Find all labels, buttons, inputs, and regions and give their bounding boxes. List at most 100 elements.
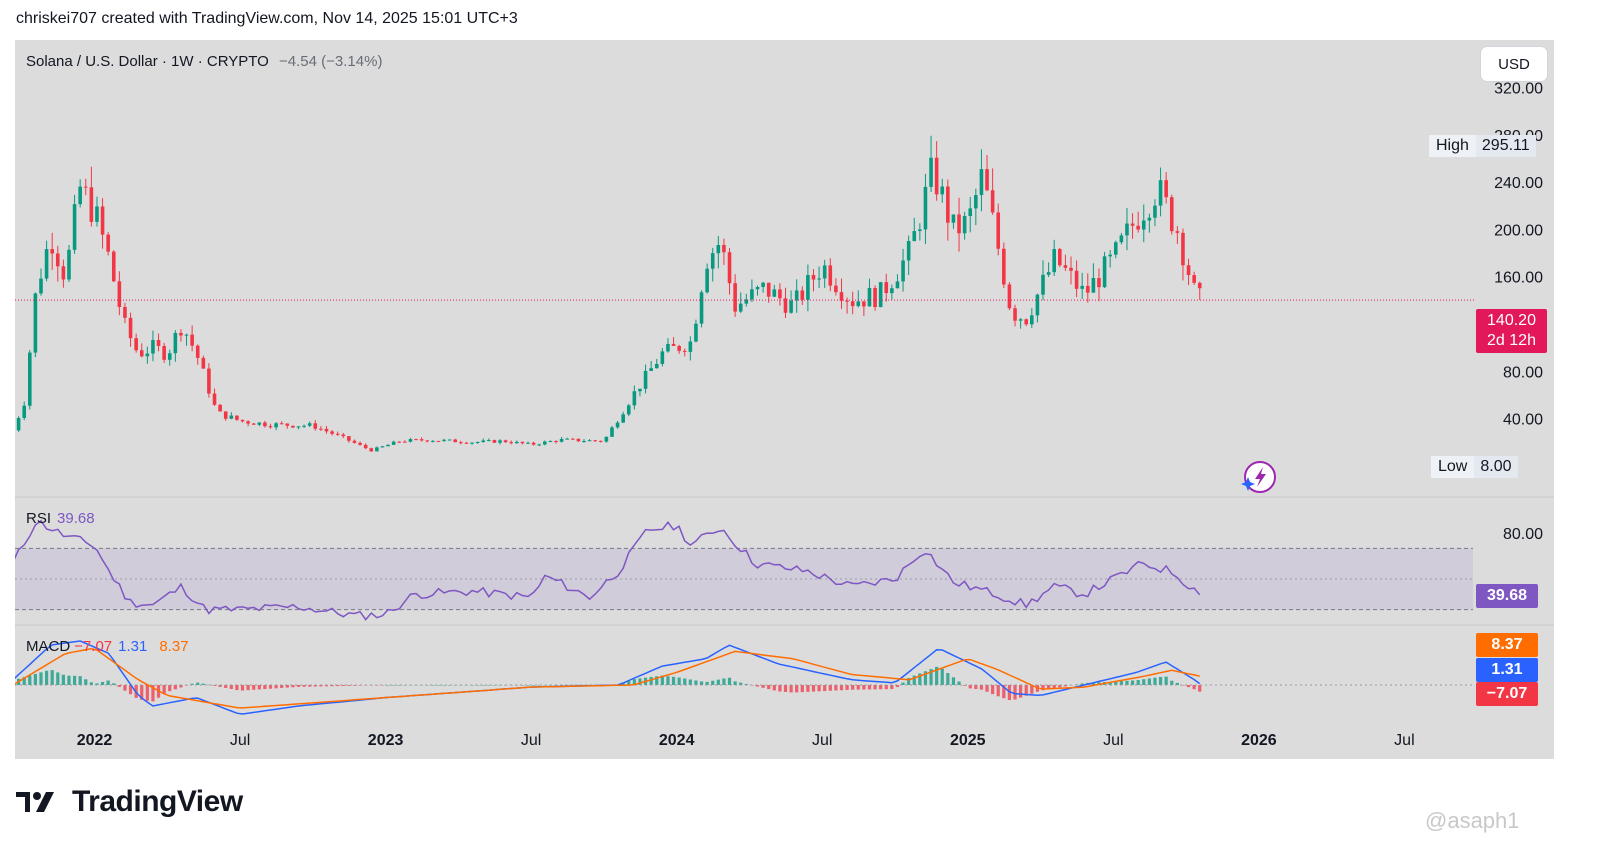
candle-body <box>985 169 989 191</box>
time-tick-label: Jul <box>230 732 250 749</box>
macd-hist-bar <box>912 675 916 685</box>
rsi-legend[interactable]: RSI 39.68 <box>26 510 95 527</box>
candle-body <box>856 301 861 307</box>
chart-area[interactable]: 320.00280.00240.00200.00160.0080.0040.00… <box>15 40 1554 759</box>
macd-hist-bar <box>56 672 60 685</box>
macd-hist-bar <box>918 673 922 685</box>
candle-body <box>632 391 637 406</box>
macd-hist-bar <box>1158 676 1163 685</box>
macd-hist-bar <box>268 685 273 689</box>
macd-hist-bar <box>1063 685 1067 687</box>
macd-hist-bar <box>985 685 989 692</box>
candle-body <box>408 439 413 442</box>
candle-body <box>1041 274 1045 295</box>
candle-body <box>1091 278 1096 293</box>
macd-hist-bar <box>537 684 541 686</box>
macd-hist-bar <box>1007 685 1012 701</box>
macd-hist-bar <box>694 680 698 685</box>
candle-body <box>195 345 200 358</box>
candle-body <box>397 441 402 443</box>
macd-hist-bar <box>795 685 799 693</box>
candle-body <box>565 438 569 440</box>
candle-body <box>761 282 765 287</box>
macd-hist-bar <box>1114 681 1118 685</box>
time-tick-label: Jul <box>812 732 832 749</box>
candle-body <box>906 241 911 261</box>
macd-hist-bar <box>571 684 575 686</box>
macd-hist-bar <box>403 685 407 686</box>
candle-body <box>996 212 1001 249</box>
price-tick-label: 320.00 <box>1494 81 1543 98</box>
candle-body <box>643 370 648 389</box>
candle-body <box>145 353 150 357</box>
macd-hist-bar <box>1119 681 1123 685</box>
candle-body <box>156 339 161 346</box>
macd-line <box>15 640 1201 715</box>
candle-body <box>862 301 866 307</box>
macd-hist-bar <box>974 685 978 690</box>
candle-body <box>654 363 659 369</box>
candle-body <box>800 290 805 300</box>
macd-hist-bar <box>128 685 133 695</box>
bar-countdown: 2d 12h <box>1487 332 1536 349</box>
candle-body <box>912 231 917 242</box>
macd-hist-bar <box>951 677 956 685</box>
time-tick-label: Jul <box>521 732 541 749</box>
candle-body <box>27 352 32 406</box>
macd-hist-bar <box>72 675 77 685</box>
macd-hist-bar <box>257 685 261 690</box>
candle-body <box>22 405 26 418</box>
rsi-value-tag: 39.68 <box>1476 584 1538 608</box>
macd-legend[interactable]: MACD −7.07 1.31 8.37 <box>26 638 189 655</box>
candle-body <box>403 441 407 443</box>
high-value: 295.11 <box>1475 135 1536 157</box>
macd-hist-bar <box>173 685 177 690</box>
macd-hist-bar <box>207 684 211 686</box>
candle-body <box>229 415 234 419</box>
candle-body <box>1197 282 1202 289</box>
candle-body <box>117 281 122 307</box>
macd-hist-bar <box>767 685 771 690</box>
candle-body <box>1147 217 1152 221</box>
candle-body <box>598 440 603 442</box>
macd-hist-bar <box>1136 680 1140 685</box>
candle-body <box>447 439 452 441</box>
candle-body <box>1069 267 1073 271</box>
macd-hist-bar <box>968 685 972 689</box>
macd-hist-bar <box>84 679 88 685</box>
candle-body <box>738 303 743 312</box>
candle-body <box>1186 265 1191 276</box>
candle-body <box>251 423 256 425</box>
candle-body <box>1018 319 1023 321</box>
currency-button[interactable]: USD <box>1481 47 1547 81</box>
macd-hist-bar <box>291 685 295 688</box>
macd-hist-bar <box>263 685 267 690</box>
candle-body <box>470 442 474 444</box>
candle-body <box>167 353 172 360</box>
rsi-legend-value: 39.68 <box>57 510 95 527</box>
candle-body <box>1035 294 1040 316</box>
candle-body <box>794 290 799 301</box>
candle-body <box>727 252 732 284</box>
macd-hist-bar <box>431 685 435 686</box>
macd-hist-bar <box>1002 685 1006 699</box>
macd-hist-bar <box>1170 680 1174 685</box>
macd-hist-bar <box>1125 680 1129 685</box>
macd-hist-bar <box>817 685 821 692</box>
low-label: Low <box>1431 456 1475 478</box>
lightning-icon[interactable] <box>1241 461 1276 493</box>
candle-body <box>929 157 933 187</box>
candle-body <box>677 345 681 351</box>
macd-hist-bar <box>112 683 116 685</box>
candle-body <box>688 341 693 352</box>
candle-body <box>190 334 194 346</box>
macd-hist-bar <box>1153 677 1157 685</box>
candle-body <box>16 417 21 431</box>
signal-value-tag: 8.37 <box>1476 633 1538 657</box>
macd-hist-bar <box>89 682 93 685</box>
chart-svg[interactable]: 320.00280.00240.00200.00160.0080.0040.00… <box>15 40 1554 759</box>
candle-body <box>134 338 138 351</box>
candle-body <box>660 351 665 364</box>
macd-hist-bar <box>78 676 82 685</box>
candle-body <box>218 404 222 412</box>
